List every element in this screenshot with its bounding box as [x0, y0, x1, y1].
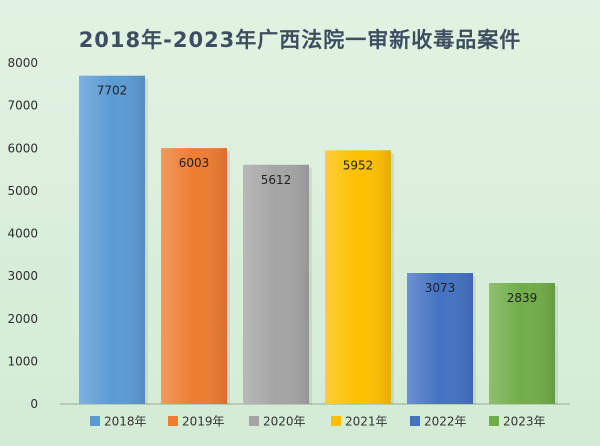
legend-label: 2023年	[503, 415, 546, 429]
legend-swatch	[249, 416, 259, 426]
data-label: 5612	[261, 173, 292, 187]
legend-swatch	[331, 416, 341, 426]
y-tick-label: 4000	[7, 227, 38, 241]
y-tick-label: 3000	[7, 269, 38, 283]
bar-shading	[243, 164, 309, 404]
y-tick-label: 6000	[7, 141, 38, 155]
legend-label: 2021年	[345, 415, 388, 429]
y-tick-label: 5000	[7, 184, 38, 198]
data-label: 2839	[507, 291, 538, 305]
legend-swatch	[90, 416, 100, 426]
bar-shading	[325, 150, 391, 404]
y-tick-label: 2000	[7, 312, 38, 326]
legend-label: 2020年	[263, 415, 306, 429]
y-tick-label: 8000	[7, 56, 38, 70]
y-tick-label: 0	[30, 397, 38, 411]
data-label: 5952	[343, 158, 374, 172]
y-tick-label: 1000	[7, 354, 38, 368]
legend-swatch	[410, 416, 420, 426]
bar-shading	[161, 148, 227, 404]
chart-title: 2018年-2023年广西法院一审新收毒品案件	[78, 28, 522, 52]
legend-swatch	[489, 416, 499, 426]
data-label: 6003	[179, 156, 210, 170]
bar-shading	[79, 75, 145, 405]
legend-label: 2018年	[104, 415, 147, 429]
y-tick-label: 7000	[7, 99, 38, 113]
legend-label: 2019年	[182, 415, 225, 429]
data-label: 7702	[97, 84, 128, 98]
legend-swatch	[168, 416, 178, 426]
bar-shading	[489, 282, 555, 404]
bar-shading	[407, 273, 473, 404]
legend-label: 2022年	[424, 415, 467, 429]
data-label: 3073	[425, 281, 456, 295]
